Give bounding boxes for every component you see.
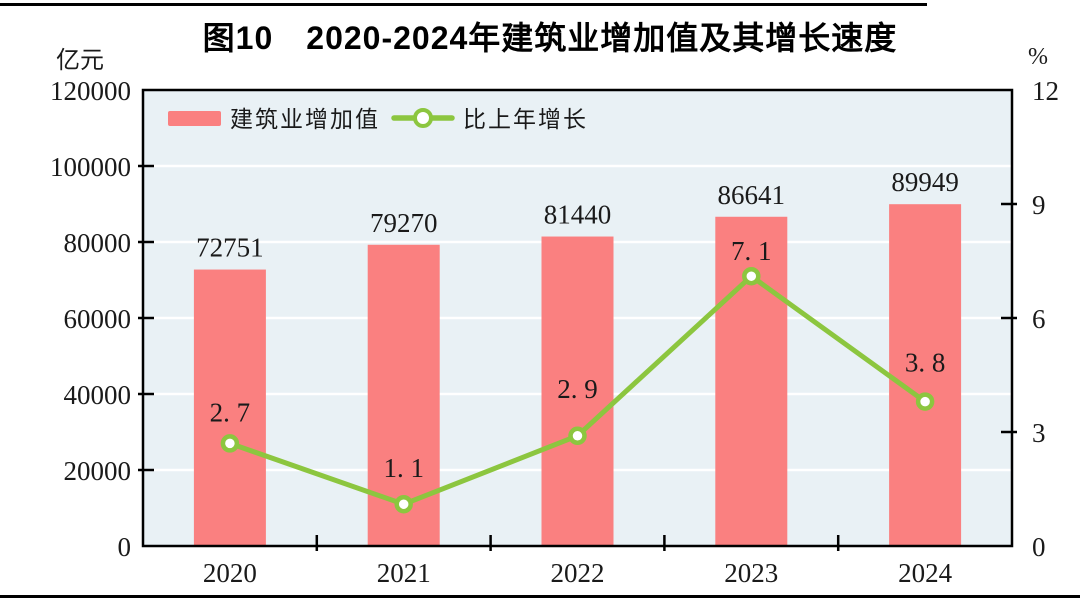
- legend-bar-swatch: [168, 111, 221, 126]
- x-axis-category-label: 2024: [898, 558, 953, 588]
- x-axis-category-label: 2023: [724, 558, 778, 588]
- left-axis-tick-label: 100000: [50, 152, 131, 182]
- legend-line-marker-icon: [413, 108, 433, 128]
- bar-2022: [541, 236, 614, 546]
- x-axis-category-label: 2021: [377, 558, 431, 588]
- line-value-label: 2. 9: [557, 374, 598, 404]
- top-border-line: [0, 3, 927, 6]
- line-value-label: 1. 1: [383, 453, 424, 483]
- line-point-2024: [915, 392, 935, 411]
- line-point-2023: [742, 266, 761, 286]
- left-axis-tick-label: 60000: [64, 304, 132, 334]
- left-axis-tick-label: 20000: [64, 456, 132, 486]
- bar-value-label: 86641: [718, 180, 786, 210]
- right-axis-tick-label: 12: [1032, 76, 1059, 106]
- left-axis-tick-label: 120000: [50, 76, 131, 106]
- chart-title: 图10 2020-2024年建筑业增加值及其增长速度: [202, 20, 898, 56]
- line-value-label: 7. 1: [731, 236, 772, 266]
- legend-label-bar: 建筑业增加值: [230, 106, 380, 132]
- right-axis-tick-label: 3: [1032, 418, 1046, 448]
- line-point-2022: [568, 426, 587, 446]
- line-point-2021: [394, 494, 413, 514]
- bar-value-label: 81440: [544, 200, 612, 230]
- bottom-border-line: [0, 595, 1080, 598]
- x-axis-category-label: 2022: [551, 558, 605, 588]
- line-value-label: 3. 8: [905, 348, 946, 378]
- left-axis-tick-label: 0: [118, 532, 132, 562]
- legend-label-line: 比上年增长: [463, 106, 588, 132]
- left-axis-tick-label: 40000: [64, 380, 132, 410]
- right-axis-unit-label: %: [1028, 44, 1048, 70]
- right-axis-tick-label: 0: [1032, 532, 1046, 562]
- bar-value-label: 79270: [370, 208, 438, 238]
- bar-2020: [193, 269, 266, 546]
- x-axis-category-label: 2020: [203, 558, 257, 588]
- right-axis-tick-label: 6: [1032, 304, 1046, 334]
- line-value-label: 2. 7: [210, 397, 251, 427]
- bar-2024: [889, 204, 962, 547]
- right-axis-tick-label: 9: [1032, 190, 1046, 220]
- bar-value-label: 89949: [891, 167, 959, 197]
- left-axis-tick-label: 80000: [64, 228, 132, 258]
- line-point-2020: [220, 434, 240, 453]
- bar-value-label: 72751: [196, 233, 264, 263]
- left-axis-unit-label: 亿元: [56, 47, 104, 74]
